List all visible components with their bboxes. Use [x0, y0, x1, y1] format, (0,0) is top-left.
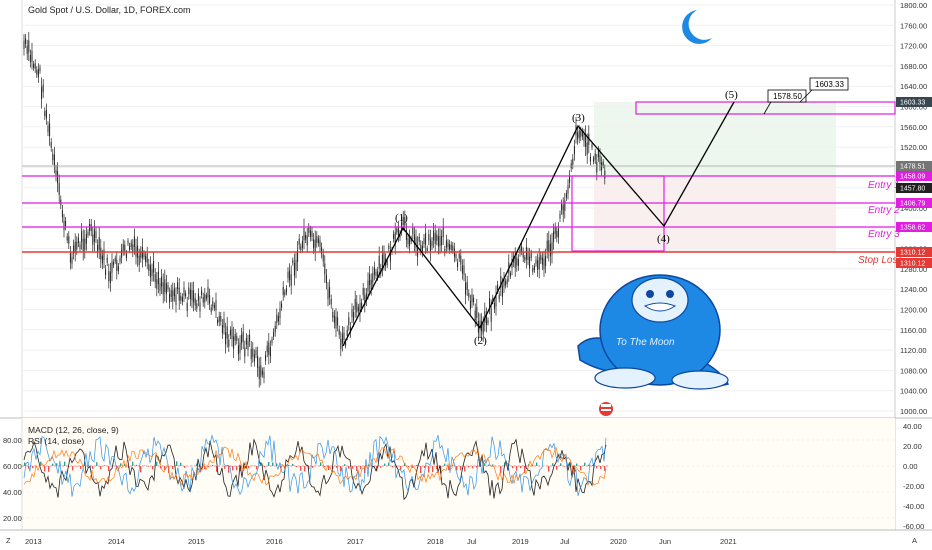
time-tick-label: 2015: [188, 537, 205, 546]
target-box[interactable]: [635, 101, 896, 115]
macd-tick-label: 40.00: [903, 422, 922, 431]
price-tag: [896, 183, 932, 193]
rsi-axis: 80.00 60.00 40.00 20.00: [3, 436, 22, 523]
macd-axis[interactable]: 40.00 20.00 0.00 -20.00 -40.00 -60.00: [903, 422, 924, 531]
mascot-caption: To The Moon: [616, 337, 675, 348]
time-tick-label: 2019: [512, 537, 529, 546]
risk-zone: [594, 176, 836, 252]
rsi-tick-label: 60.00: [3, 462, 22, 471]
macd-tick-label: 0.00: [903, 462, 918, 471]
price-tick-label: 1640.00: [900, 82, 927, 91]
price-tag: [896, 198, 932, 208]
price-tick-label: 1240.00: [900, 285, 927, 294]
price-tick-label: 1000.00: [900, 407, 927, 416]
time-tick-label: Jul: [560, 537, 570, 546]
entry3-label: Entry 3: [868, 229, 900, 240]
price-tag: [896, 97, 932, 107]
price-tick-label: 1800.00: [900, 1, 927, 10]
wave-5-label: (5): [725, 89, 738, 101]
price-tick-label: 1160.00: [900, 326, 927, 335]
callout-target-high[interactable]: [809, 77, 849, 91]
price-tick-label: 1680.00: [900, 62, 927, 71]
macd-tick-label: 20.00: [903, 442, 922, 451]
price-tick-label: 1120.00: [900, 346, 927, 355]
symbol-title: Gold Spot / U.S. Dollar, 1D, FOREX.com: [28, 5, 191, 15]
entry1-label: Entry 1: [868, 180, 900, 191]
price-tag-text: 1310.12: [900, 250, 925, 257]
price-tag: [896, 258, 932, 268]
price-tick-label: 1400.00: [900, 204, 927, 213]
price-tags: 1603.33 1478.51 1458.09 1457.80 1406.79 1358.…: [896, 97, 932, 268]
price-tag: [896, 171, 932, 181]
time-tick-label: 2018: [427, 537, 444, 546]
time-tick-label: 2013: [25, 537, 42, 546]
price-tick-label: 1040.00: [900, 387, 927, 396]
price-tick-label: 1520.00: [900, 143, 927, 152]
callout-target-low-text: 1578.50: [773, 92, 802, 101]
time-tick-label: 2014: [108, 537, 125, 546]
indicator-pane[interactable]: [22, 418, 895, 530]
macd-label: MACD (12, 26, close, 9): [28, 425, 119, 435]
price-tick-label: 1200.00: [900, 306, 927, 315]
entry-box[interactable]: [571, 175, 665, 252]
time-tick-label: 2017: [347, 537, 364, 546]
zoom-left-button[interactable]: Z: [6, 536, 11, 545]
price-tag-text: 1603.33: [900, 100, 925, 107]
wave-2-label: (2): [474, 335, 487, 347]
price-tick-label: 1560.00: [900, 123, 927, 132]
wave-4-label: (4): [657, 233, 670, 245]
price-tag-text: 1457.80: [900, 186, 925, 193]
time-tick-label: Jul: [467, 537, 477, 546]
price-tick-label: 1280.00: [900, 265, 927, 274]
entry2-label: Entry 2: [868, 205, 900, 216]
price-tag: [896, 222, 932, 232]
price-tick-label: 1080.00: [900, 366, 927, 375]
indicator-lines: [23, 434, 607, 501]
price-tag: [896, 247, 932, 257]
price-tag-text: 1310.12: [900, 261, 925, 268]
time-axis[interactable]: 2013 2014 2015 2016 2017 2018 Jul 2019 Jul 2020 Ju…: [25, 537, 737, 546]
time-tick-label: 2021: [720, 537, 737, 546]
macd-tick-label: -40.00: [903, 502, 924, 511]
price-tag: [896, 161, 932, 171]
time-tick-label: Jun: [659, 537, 671, 546]
macd-tick-label: -60.00: [903, 522, 924, 531]
callout-target-high-text: 1603.33: [815, 80, 844, 89]
macd-tick-label: -20.00: [903, 482, 924, 491]
penguin-mascot: To The Moon: [577, 274, 730, 390]
price-tag-text: 1478.51: [900, 164, 925, 171]
time-tick-label: 2016: [266, 537, 283, 546]
stop-loss-label: Stop Loss: [858, 255, 902, 266]
price-axis[interactable]: 1800.001760.001720.001680.001640.001600.…: [900, 1, 927, 416]
price-tick-label: 1760.00: [900, 21, 927, 30]
wave-3-label: (3): [572, 112, 585, 124]
time-tick-label: 2020: [610, 537, 627, 546]
rsi-label: RSI (14, close): [28, 436, 85, 446]
moon-icon: [682, 10, 712, 44]
price-tag-text: 1458.09: [900, 174, 925, 181]
flag-icon[interactable]: [599, 402, 613, 416]
price-tag-text: 1406.79: [900, 201, 925, 208]
wave-1-label: (1): [395, 212, 408, 224]
rsi-tick-label: 80.00: [3, 436, 22, 445]
elliott-wave-path[interactable]: [342, 101, 735, 347]
price-tag-text: 1358.62: [900, 225, 925, 232]
price-tick-label: 1720.00: [900, 42, 927, 51]
rsi-tick-label: 40.00: [3, 488, 22, 497]
auto-scale-button[interactable]: A: [912, 536, 917, 545]
rsi-tick-label: 20.00: [3, 514, 22, 523]
